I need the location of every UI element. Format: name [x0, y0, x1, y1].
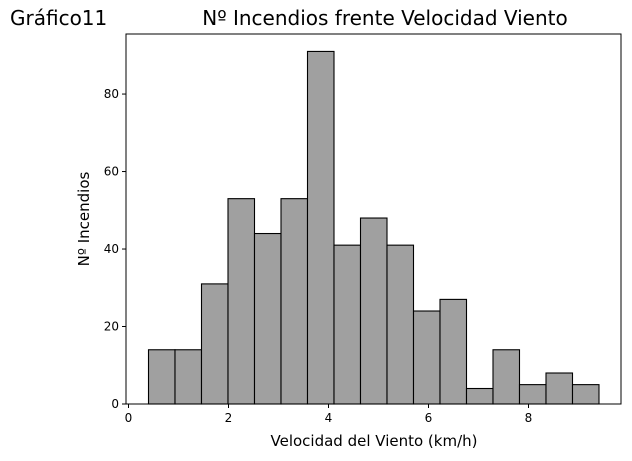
y-tick-label: 80: [104, 87, 119, 101]
histogram-bar: [386, 244, 415, 405]
figure-label: Gráfico11: [10, 6, 107, 30]
bars-group: [147, 50, 600, 405]
y-tick-label: 60: [104, 165, 119, 179]
histogram-bar: [518, 384, 547, 405]
y-axis-label: Nº Incendios: [75, 171, 93, 266]
histogram-bar: [359, 217, 388, 405]
x-tick-label: 8: [525, 411, 533, 425]
histogram-bar: [412, 310, 441, 405]
x-tick-label: 4: [325, 411, 333, 425]
y-tick-label: 0: [111, 397, 119, 411]
histogram-bar: [227, 198, 256, 405]
x-tick-label: 2: [225, 411, 233, 425]
histogram-bar: [253, 232, 282, 405]
histogram-bar: [333, 244, 362, 405]
histogram-bar: [465, 387, 494, 405]
plot-frame: [125, 33, 622, 405]
histogram-bar: [147, 349, 176, 405]
y-tick-label: 40: [104, 242, 119, 256]
histogram-bar: [200, 283, 229, 405]
x-tick-label: 0: [125, 411, 133, 425]
histogram-bar: [571, 384, 600, 405]
x-axis-ticks: 0 2 4 6 8: [125, 404, 533, 425]
y-axis-ticks: 0 20 40 60 80: [104, 87, 126, 411]
y-tick-label: 20: [104, 320, 119, 334]
histogram-bar: [306, 50, 335, 405]
x-tick-label: 6: [425, 411, 433, 425]
histogram-bar: [545, 372, 574, 405]
histogram-bar: [280, 198, 309, 405]
histogram-bar: [439, 298, 468, 405]
histogram-bar: [492, 349, 521, 405]
chart-title: Nº Incendios frente Velocidad Viento: [202, 6, 568, 30]
histogram-bar: [174, 349, 203, 405]
x-axis-label: Velocidad del Viento (km/h): [271, 432, 478, 450]
